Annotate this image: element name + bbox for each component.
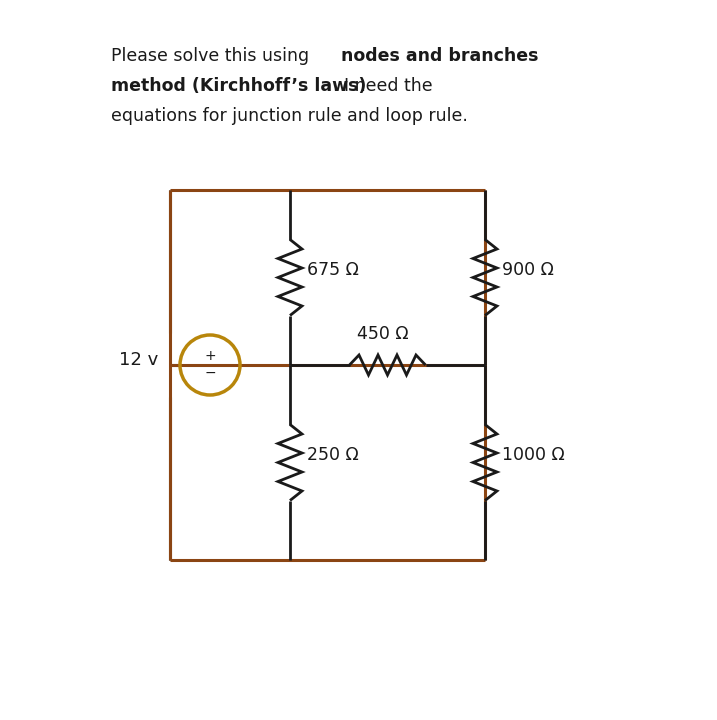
Text: 12 v: 12 v: [119, 351, 158, 369]
Text: method (Kirchhoff’s laws): method (Kirchhoff’s laws): [111, 77, 366, 95]
Text: equations for junction rule and loop rule.: equations for junction rule and loop rul…: [111, 107, 468, 125]
Text: 450 Ω: 450 Ω: [356, 325, 408, 343]
Text: −: −: [204, 366, 216, 380]
Text: . I need the: . I need the: [333, 77, 433, 95]
Text: 675 Ω: 675 Ω: [307, 261, 359, 279]
Text: nodes and branches: nodes and branches: [341, 47, 538, 65]
Text: 900 Ω: 900 Ω: [502, 261, 554, 279]
Text: 250 Ω: 250 Ω: [307, 446, 358, 464]
Text: +: +: [204, 349, 216, 363]
Text: 1000 Ω: 1000 Ω: [502, 446, 565, 464]
Text: Please solve this using: Please solve this using: [111, 47, 315, 65]
